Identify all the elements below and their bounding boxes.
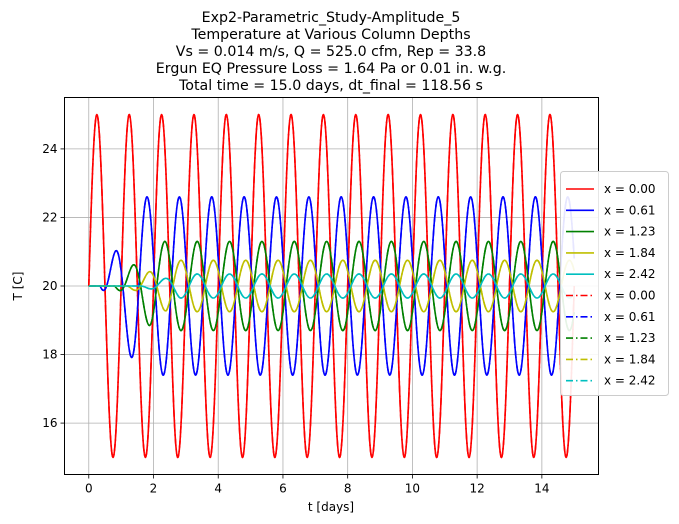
legend: x = 0.00 x = 0.61 x = 1.23 x = 1.84 x = 2.42… [560, 171, 669, 396]
x-tick-label: 10 [405, 482, 420, 496]
title-line: Exp2-Parametric_Study-Amplitude_5 [202, 10, 461, 26]
series-line [88, 196, 576, 376]
series-line [88, 259, 576, 313]
plot-series [87, 113, 576, 459]
x-tick-label: 0 [85, 482, 93, 496]
legend-label: x = 0.61 [604, 203, 656, 217]
y-tick-label: 20 [42, 279, 57, 293]
chart-title: Exp2-Parametric_Study-Amplitude_5Tempera… [156, 10, 506, 94]
x-axis-label: t [days] [308, 500, 354, 514]
x-tick-label: 12 [469, 482, 484, 496]
title-line: Vs = 0.014 m/s, Q = 525.0 cfm, Rep = 33.… [176, 44, 486, 60]
legend-label: x = 1.23 [604, 331, 656, 345]
series-line [88, 273, 575, 299]
legend-label: x = 1.23 [604, 225, 656, 239]
legend-label: x = 1.84 [604, 352, 656, 366]
legend-label: x = 0.00 [604, 182, 656, 196]
legend-label: x = 0.61 [604, 310, 656, 324]
y-tick-label: 24 [42, 142, 57, 156]
title-line: Ergun EQ Pressure Loss = 1.64 Pa or 0.01… [156, 61, 506, 77]
x-axis-ticks: 0 2 4 6 8 10 12 14 [85, 474, 550, 496]
title-line: Temperature at Various Column Depths [190, 27, 470, 43]
x-tick-label: 14 [534, 482, 549, 496]
x-tick-label: 4 [214, 482, 222, 496]
legend-box [560, 171, 669, 396]
y-axis-label: T [C] [11, 272, 25, 302]
title-line: Total time = 15.0 days, dt_final = 118.5… [178, 78, 483, 94]
legend-label: x = 0.00 [604, 289, 656, 303]
y-tick-label: 16 [42, 416, 57, 430]
x-tick-label: 2 [150, 482, 158, 496]
series-line [87, 113, 576, 459]
legend-label: x = 1.84 [604, 246, 656, 260]
y-axis-ticks: 16 18 20 22 24 [42, 142, 65, 430]
y-tick-label: 22 [42, 210, 57, 224]
series-line [88, 240, 576, 332]
x-tick-label: 6 [279, 482, 287, 496]
x-tick-label: 8 [344, 482, 352, 496]
legend-label: x = 2.42 [604, 374, 656, 388]
legend-label: x = 2.42 [604, 267, 656, 281]
y-tick-label: 18 [42, 348, 57, 362]
